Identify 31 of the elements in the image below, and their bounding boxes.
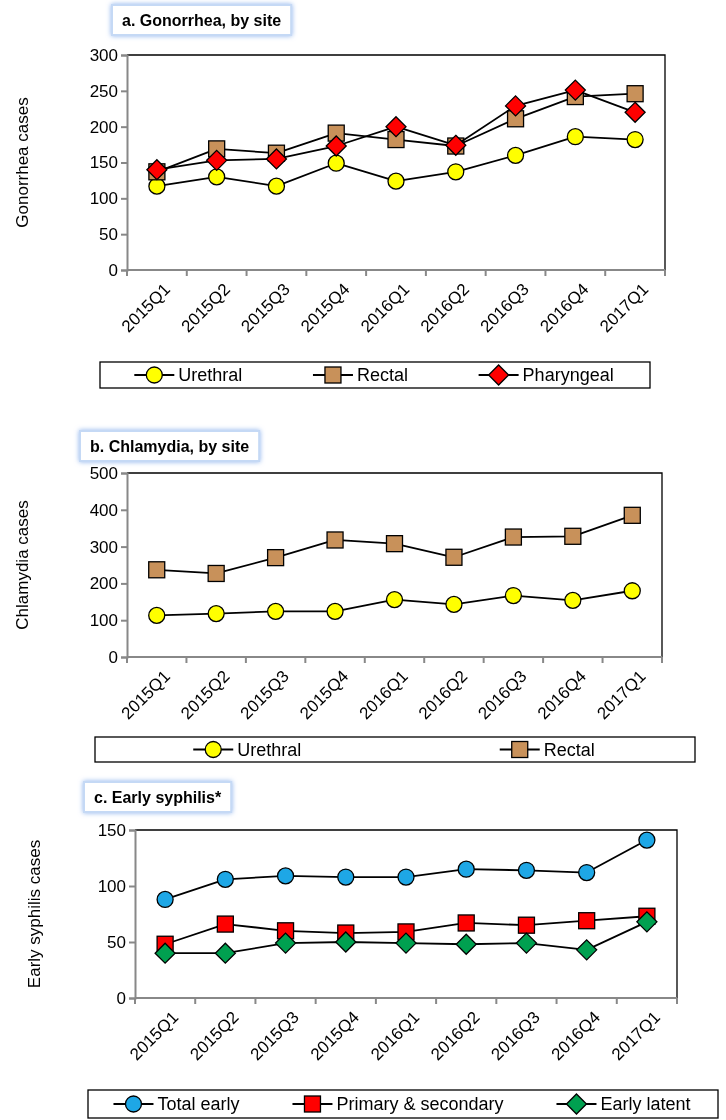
y-tick-label: 0 [116, 988, 126, 1008]
y-tick-label: 0 [108, 647, 118, 667]
y-tick-label: 50 [107, 932, 126, 952]
legend-label: Rectal [356, 365, 408, 386]
y-axis-title: Early syphilis cases [24, 839, 44, 989]
chart-title: a. Gonorrhea, by site [122, 12, 282, 29]
y-tick-label: 300 [89, 45, 118, 65]
legend-label: Early latent [600, 1094, 691, 1115]
y-tick-label: 150 [89, 153, 118, 173]
y-tick-label: 300 [89, 537, 118, 557]
legend-label: Rectal [543, 739, 595, 760]
y-axis-title: Chlamydia cases [12, 500, 32, 630]
y-tick-label: 200 [89, 117, 118, 137]
y-tick-label: 150 [97, 820, 126, 840]
y-tick-label: 50 [99, 225, 118, 245]
y-tick-label: 100 [89, 611, 118, 631]
y-tick-label: 100 [97, 876, 126, 896]
y-tick-label: 200 [89, 574, 118, 594]
legend-label: Urethral [178, 365, 243, 386]
legend-label: Urethral [237, 739, 302, 760]
y-tick-label: 400 [89, 500, 118, 520]
legend-label: Primary & secondary [336, 1094, 504, 1115]
y-tick-label: 250 [89, 81, 118, 101]
legend-label: Total early [157, 1094, 240, 1115]
y-axis-title: Gonorrhea cases [12, 97, 32, 228]
y-tick-label: 100 [89, 189, 118, 209]
chart-title: b. Chlamydia, by site [90, 438, 250, 455]
chart-title: c. Early syphilis* [94, 789, 222, 806]
y-tick-label: 500 [89, 463, 118, 483]
legend-label: Pharyngeal [522, 365, 614, 386]
y-tick-label: 0 [108, 260, 118, 280]
